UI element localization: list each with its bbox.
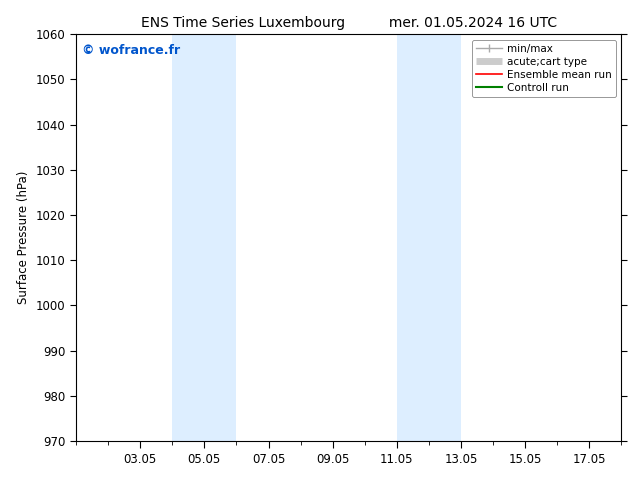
Text: © wofrance.fr: © wofrance.fr [82, 45, 179, 57]
Bar [397, 34, 461, 441]
Title: ENS Time Series Luxembourg          mer. 01.05.2024 16 UTC: ENS Time Series Luxembourg mer. 01.05.20… [141, 16, 557, 30]
Bar [172, 34, 236, 441]
Y-axis label: Surface Pressure (hPa): Surface Pressure (hPa) [17, 171, 30, 304]
Legend: min/max, acute;cart type, Ensemble mean run, Controll run: min/max, acute;cart type, Ensemble mean … [472, 40, 616, 97]
